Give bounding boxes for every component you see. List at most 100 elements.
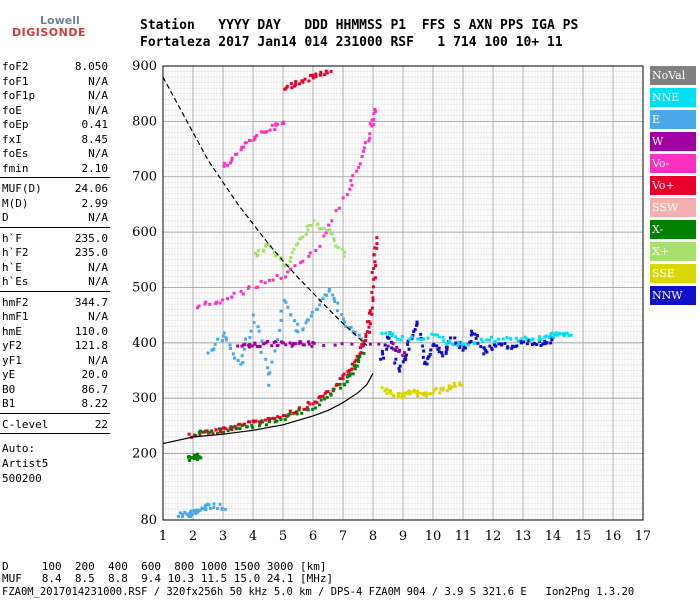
echo-point [347, 326, 351, 330]
echo-point [307, 340, 311, 344]
echo-point [520, 337, 524, 341]
echo-point [305, 318, 309, 322]
echo-point [267, 383, 271, 387]
echo-point [236, 344, 240, 348]
echo-point [451, 385, 455, 389]
echo-point [180, 515, 184, 519]
echo-point [278, 328, 282, 332]
echo-point [222, 164, 226, 168]
echo-point [293, 319, 297, 323]
param-value: 2.99 [81, 196, 109, 210]
echo-point [208, 302, 212, 306]
echo-point [530, 343, 534, 347]
echo-point [396, 394, 400, 398]
param-value: N/A [88, 89, 108, 102]
echo-point [319, 227, 323, 231]
echo-point [469, 339, 473, 343]
echo-point [324, 69, 328, 73]
param-row: hmF1 N/A [2, 310, 108, 324]
echo-point [242, 347, 246, 351]
echo-point [349, 179, 353, 183]
echo-point [373, 107, 377, 111]
echo-point [394, 335, 398, 339]
echo-point [565, 331, 569, 335]
echo-point [453, 336, 457, 340]
param-row: MUF(D) 24.06 [2, 182, 108, 196]
param-key: foEs [2, 147, 29, 160]
echo-point [543, 339, 547, 343]
echo-point [311, 407, 315, 411]
echo-point [311, 402, 315, 406]
echo-point [252, 138, 256, 142]
echo-point [279, 417, 283, 421]
echo-point [357, 356, 361, 360]
echo-point [370, 290, 374, 294]
echo-point [257, 424, 261, 428]
echo-point [266, 366, 270, 370]
echo-point [318, 244, 322, 248]
echo-point [522, 340, 526, 344]
echo-point [306, 228, 310, 232]
echo-point [318, 395, 322, 399]
echo-point [358, 346, 362, 350]
echo-point [373, 246, 377, 250]
echo-point [326, 390, 330, 394]
echo-point [316, 307, 320, 311]
echo-point [334, 209, 338, 213]
echo-point [290, 251, 294, 255]
echo-point [288, 412, 292, 416]
param-key: fmin [2, 161, 29, 175]
echo-point [276, 338, 280, 342]
legend-item: X- [650, 220, 696, 239]
echo-point [327, 223, 331, 227]
param-key: foE [2, 103, 22, 117]
param-row: foEs N/A [2, 147, 108, 161]
echo-point [501, 337, 505, 341]
echo-point [336, 246, 340, 250]
param-key: h`E [2, 260, 22, 274]
echo-point [213, 342, 217, 346]
echo-point [350, 367, 354, 371]
echo-point [375, 246, 379, 250]
echo-point [531, 337, 535, 341]
echo-point [524, 337, 528, 341]
echo-point [421, 355, 425, 359]
echo-point [304, 321, 308, 325]
echo-point [301, 259, 305, 263]
echo-point [223, 507, 227, 511]
echo-point [345, 193, 349, 197]
footer-file-line: FZA0M_2017014231000.RSF / 320fx256h 50 k… [2, 586, 635, 598]
echo-point [311, 76, 315, 80]
echo-point [398, 369, 402, 373]
echo-point [270, 360, 274, 364]
echo-point [298, 340, 302, 344]
param-row: yF1 N/A [2, 354, 108, 368]
echo-point [230, 295, 234, 299]
echo-point [332, 387, 336, 391]
echo-point [415, 323, 419, 327]
echo-point [416, 395, 420, 399]
echo-point [373, 260, 377, 264]
echo-point [407, 347, 411, 351]
echo-point [426, 355, 430, 359]
echo-point [263, 281, 267, 285]
echo-point [242, 145, 246, 149]
param-row: hmE 110.0 [2, 325, 108, 339]
echo-point [401, 354, 405, 358]
echo-point [306, 408, 310, 412]
echo-point [353, 331, 357, 335]
echo-point [300, 411, 304, 415]
param-key: foF2 [2, 60, 29, 73]
echo-point [373, 276, 377, 280]
echo-point [286, 305, 290, 309]
echo-point [242, 343, 246, 347]
x-tick-label: 11 [455, 529, 472, 544]
echo-point [367, 325, 371, 329]
x-tick-label: 2 [189, 529, 197, 544]
echo-point [509, 337, 513, 341]
echo-point [319, 398, 323, 402]
echo-point [299, 237, 303, 241]
echo-point [385, 335, 389, 339]
param-row: foEp 0.41 [2, 118, 108, 132]
echo-point [408, 392, 412, 396]
